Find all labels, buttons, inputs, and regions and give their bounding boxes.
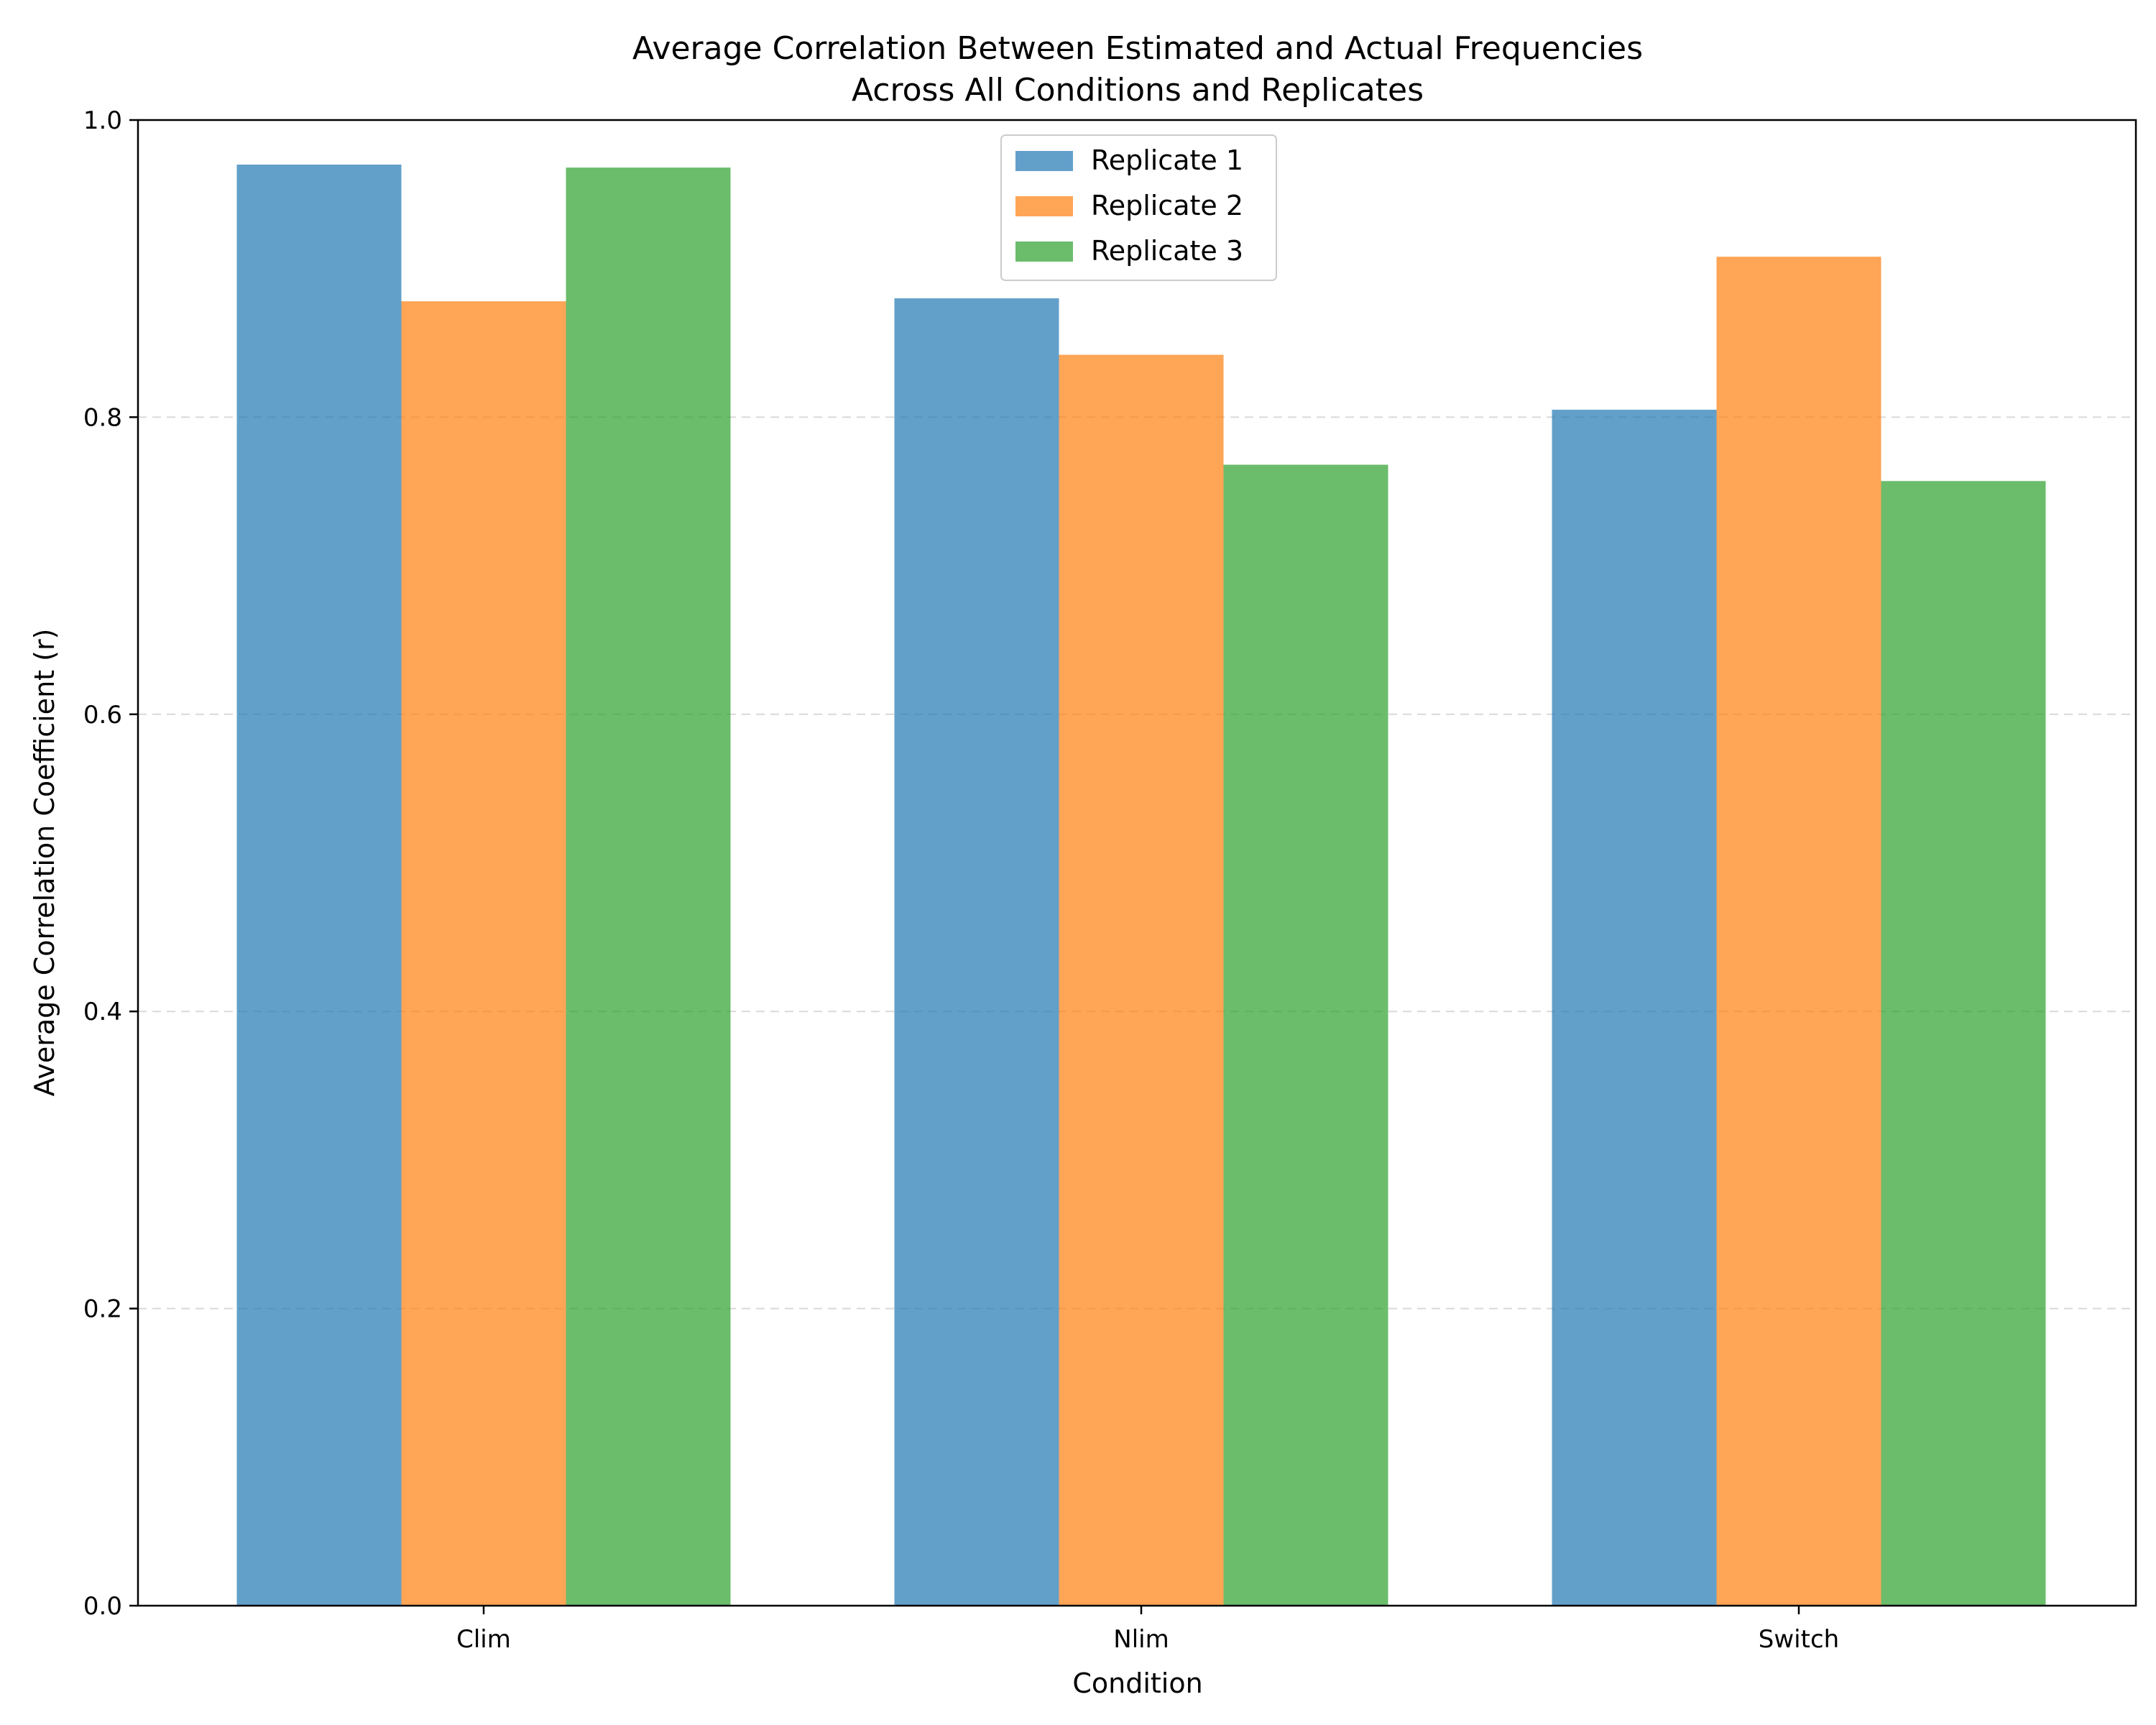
legend-label: Replicate 2 xyxy=(1091,190,1243,221)
x-tick-label: Switch xyxy=(1759,1625,1839,1654)
x-tick-label: Clim xyxy=(456,1625,511,1654)
legend-label: Replicate 3 xyxy=(1091,235,1243,267)
legend-swatch xyxy=(1015,196,1073,216)
plot-frame xyxy=(137,119,2137,1607)
bar-clim-replicate-3 xyxy=(566,167,731,1606)
y-tick-label: 0.4 xyxy=(83,998,122,1026)
bar-clim-replicate-2 xyxy=(401,301,566,1606)
y-axis-label: Average Correlation Coefficient (r) xyxy=(29,629,60,1097)
x-tick-label: Nlim xyxy=(1113,1625,1169,1654)
bar-switch-replicate-1 xyxy=(1552,410,1717,1606)
legend-label: Replicate 1 xyxy=(1091,144,1243,176)
y-tick-label: 0.6 xyxy=(83,701,122,730)
bar-nlim-replicate-1 xyxy=(894,298,1059,1606)
legend-swatch xyxy=(1015,242,1073,262)
y-tick-label: 1.0 xyxy=(83,106,122,135)
chart-title: Average Correlation Between Estimated an… xyxy=(632,30,1643,67)
y-tick-label: 0.0 xyxy=(83,1592,122,1621)
bar-nlim-replicate-2 xyxy=(1059,354,1224,1606)
legend-swatch xyxy=(1015,151,1073,171)
y-tick-label: 0.2 xyxy=(83,1295,122,1324)
x-axis: Clim Nlim Switch xyxy=(456,1606,1839,1654)
chart-subtitle: Across All Conditions and Replicates xyxy=(852,72,1424,109)
bar-clim-replicate-1 xyxy=(236,165,402,1606)
y-tick-label: 0.8 xyxy=(83,403,122,432)
bar-switch-replicate-3 xyxy=(1881,481,2046,1606)
y-axis: 0.0 0.2 0.4 0.6 0.8 1.0 xyxy=(83,106,138,1621)
bars xyxy=(236,165,2046,1606)
bar-nlim-replicate-3 xyxy=(1223,464,1388,1606)
bar-switch-replicate-2 xyxy=(1716,257,1881,1606)
x-axis-label: Condition xyxy=(1072,1668,1202,1699)
legend: Replicate 1 Replicate 2 Replicate 3 xyxy=(1000,134,1277,281)
